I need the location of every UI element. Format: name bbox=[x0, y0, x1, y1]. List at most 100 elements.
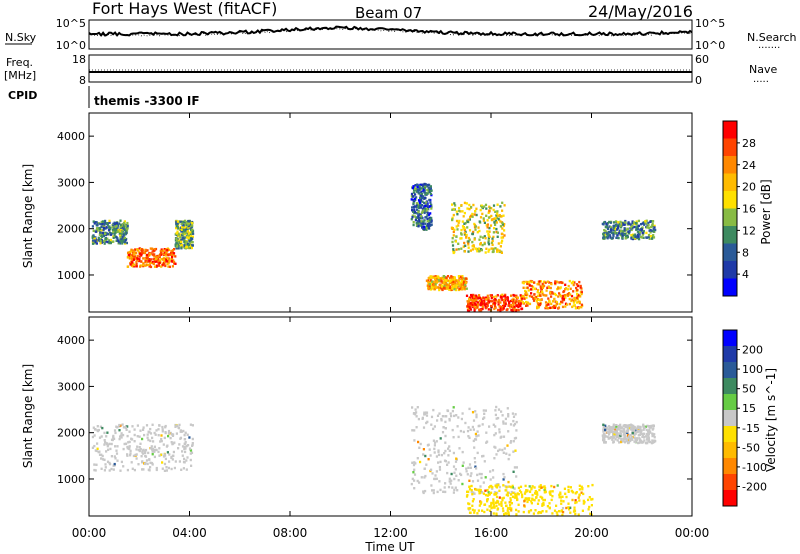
power-echo-cell bbox=[507, 303, 510, 307]
power-echo-cell bbox=[149, 261, 152, 264]
velocity-echo-cell bbox=[524, 490, 527, 494]
velocity-echo-cell bbox=[601, 434, 604, 437]
power-echo-cell bbox=[410, 198, 413, 201]
power-echo-cell bbox=[555, 300, 558, 304]
power-echo-cell bbox=[449, 281, 452, 285]
noise-left-label: N.Sky bbox=[5, 31, 37, 44]
velocity-echo-cell bbox=[414, 413, 417, 416]
velocity-echo-cell bbox=[492, 512, 495, 515]
velocity-echo-cell bbox=[184, 442, 187, 445]
power-echo-cell bbox=[161, 262, 164, 265]
power-echo-cell bbox=[445, 276, 448, 279]
power-echo-cell bbox=[140, 254, 143, 257]
power-echo-cell bbox=[131, 257, 134, 260]
power-echo-cell bbox=[619, 220, 622, 224]
velocity-echo-cell bbox=[509, 499, 512, 502]
velocity-echo-cell bbox=[435, 440, 438, 443]
velocity-echo-cell bbox=[426, 420, 429, 424]
power-echo-cell bbox=[451, 216, 454, 220]
velocity-echo-cell bbox=[512, 491, 515, 495]
velocity-echo-cell bbox=[459, 429, 462, 433]
velocity-echo-cell bbox=[494, 432, 497, 435]
velocity-echo-cell bbox=[468, 479, 471, 482]
velocity-echo-cell bbox=[622, 424, 625, 427]
velocity-echo-cell bbox=[603, 437, 606, 440]
velocity-echo-cell bbox=[588, 505, 591, 509]
velocity-echo-cell bbox=[615, 426, 618, 429]
velocity-echo-cell bbox=[114, 457, 117, 460]
velocity-echo-cell bbox=[129, 452, 132, 455]
power-echo-cell bbox=[439, 277, 442, 280]
velocity-echo-cell bbox=[177, 447, 180, 450]
velocity-echo-cell bbox=[453, 477, 456, 481]
power-echo-cell bbox=[579, 286, 582, 289]
power-echo-cell bbox=[438, 287, 441, 290]
power-echo-cell bbox=[486, 226, 489, 229]
velocity-echo-cell bbox=[450, 479, 453, 482]
velocity-echo-cell bbox=[633, 425, 636, 429]
velocity-colorbar-tick-label: -50 bbox=[742, 441, 760, 454]
velocity-echo-cell bbox=[418, 446, 421, 449]
velocity-echo-cell bbox=[430, 484, 433, 487]
velocity-echo-cell bbox=[482, 481, 485, 484]
velocity-echo-cell bbox=[537, 499, 540, 502]
power-echo-cell bbox=[153, 253, 156, 256]
velocity-echo-cell bbox=[513, 487, 516, 490]
velocity-echo-cell bbox=[414, 408, 417, 411]
power-echo-cell bbox=[428, 190, 431, 193]
power-echo-cell bbox=[501, 293, 504, 296]
velocity-echo-cell bbox=[132, 454, 135, 458]
velocity-echo-cell bbox=[507, 413, 510, 416]
power-echo-cell bbox=[139, 265, 142, 268]
power-echo-cell bbox=[161, 264, 164, 267]
power-echo-cell bbox=[617, 236, 620, 240]
velocity-echo-cell bbox=[185, 459, 188, 462]
velocity-echo-cell bbox=[488, 486, 491, 489]
power-echo-cell bbox=[176, 220, 179, 223]
power-echo-cell bbox=[609, 236, 612, 239]
velocity-echo-cell bbox=[486, 488, 489, 492]
freq-right-tick-high: 60 bbox=[695, 53, 709, 66]
power-echo-cell bbox=[178, 243, 181, 246]
power-echo-cell bbox=[486, 301, 489, 305]
power-echo-cell bbox=[452, 276, 455, 279]
power-echo-cell bbox=[189, 221, 193, 224]
velocity-echo-cell bbox=[625, 439, 628, 443]
power-echo-cell bbox=[631, 224, 634, 227]
velocity-echo-cell bbox=[515, 420, 518, 424]
power-echo-cell bbox=[135, 260, 138, 264]
velocity-echo-cell bbox=[539, 511, 543, 514]
power-echo-cell bbox=[436, 280, 439, 283]
velocity-echo-cell bbox=[505, 486, 508, 489]
velocity-echo-cell bbox=[164, 457, 167, 461]
power-echo-cell bbox=[501, 221, 504, 225]
power-echo-cell bbox=[496, 308, 500, 312]
power-echo-cell bbox=[467, 307, 470, 310]
velocity-echo-cell bbox=[512, 440, 515, 443]
velocity-echo-cell bbox=[169, 436, 172, 440]
power-echo-cell bbox=[121, 226, 124, 229]
power-echo-cell bbox=[461, 275, 464, 278]
velocity-echo-cell bbox=[535, 496, 538, 499]
power-echo-cell bbox=[103, 239, 106, 243]
power-echo-cell bbox=[626, 227, 629, 230]
power-echo-cell bbox=[177, 247, 180, 250]
velocity-echo-cell bbox=[508, 501, 511, 504]
velocity-echo-cell bbox=[413, 429, 416, 432]
power-echo-cell bbox=[624, 235, 628, 238]
power-echo-cell bbox=[469, 304, 472, 307]
velocity-echo-cell bbox=[498, 503, 501, 506]
power-echo-cell bbox=[612, 221, 616, 224]
power-echo-cell bbox=[473, 295, 476, 299]
velocity-echo-cell bbox=[540, 486, 543, 489]
power-echo-cell bbox=[102, 228, 105, 232]
power-echo-cell bbox=[468, 238, 471, 241]
velocity-echo-cell bbox=[141, 452, 145, 455]
power-echo-cell bbox=[481, 212, 484, 216]
power-echo-cell bbox=[542, 280, 545, 284]
power-echo-cell bbox=[615, 220, 618, 223]
velocity-echo-cell bbox=[473, 446, 476, 449]
power-echo-cell bbox=[124, 232, 127, 235]
power-echo-cell bbox=[509, 299, 512, 303]
velocity-echo-cell bbox=[423, 476, 426, 479]
